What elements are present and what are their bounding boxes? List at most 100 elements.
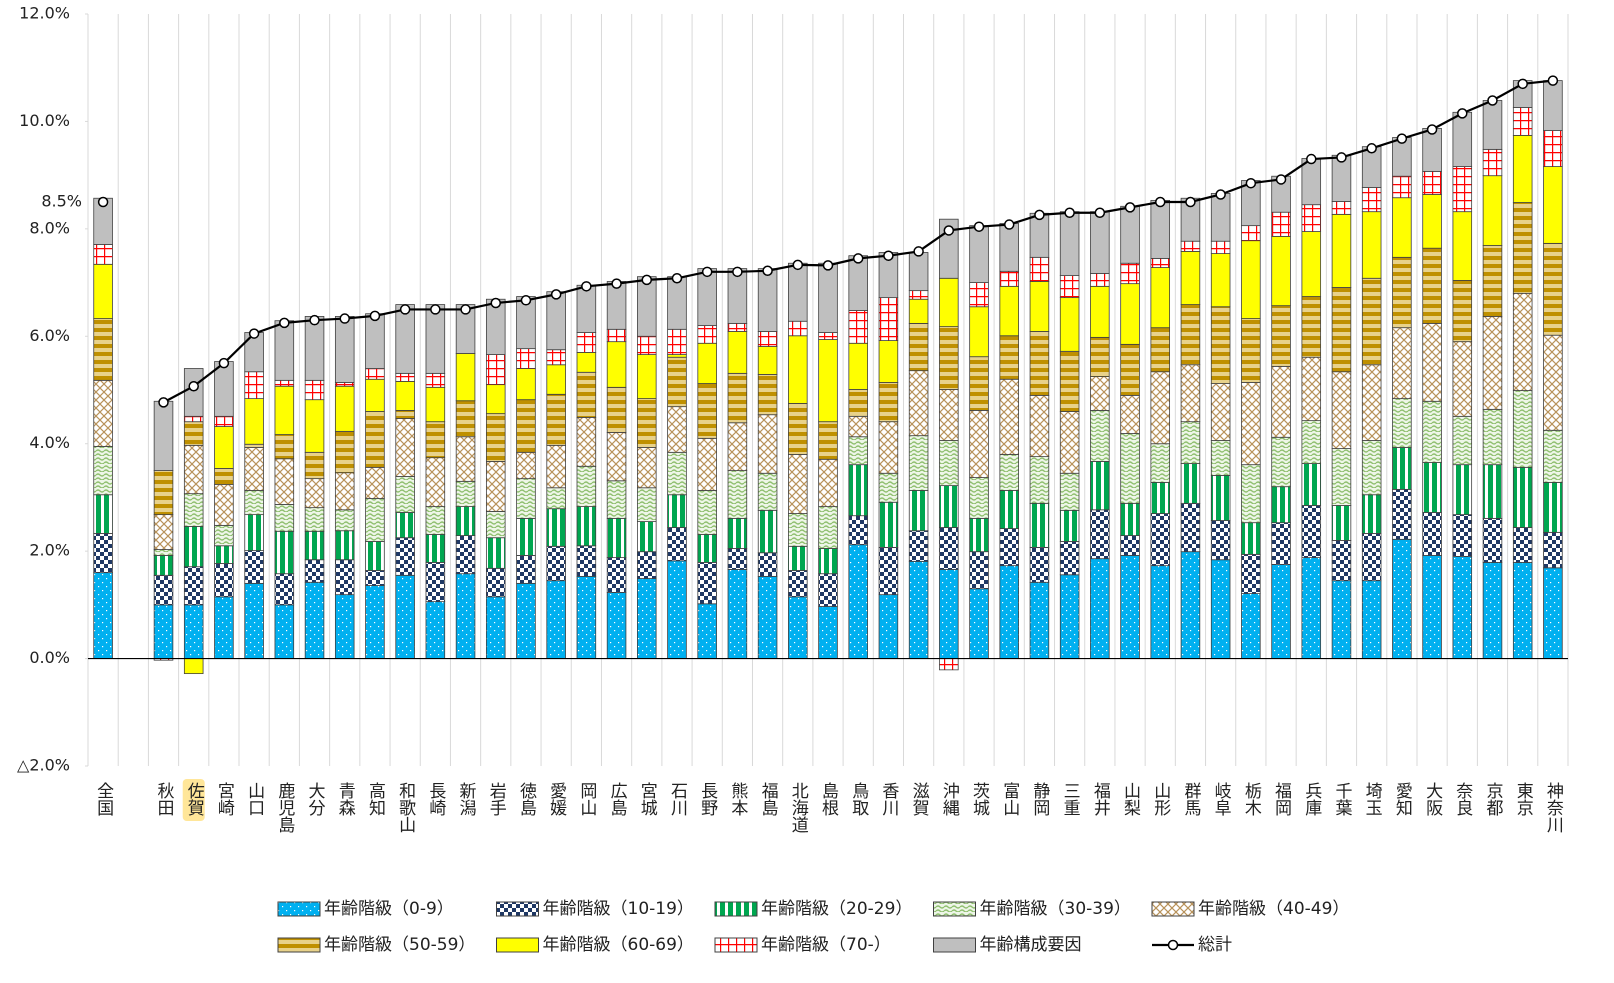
total-marker [1094, 207, 1106, 218]
bar-segment [274, 458, 295, 505]
bar-segment [878, 340, 899, 383]
bar-segment [1090, 509, 1110, 560]
y-tick-label: 0.0% [29, 648, 70, 667]
bar-segment [697, 437, 717, 491]
bar-segment [576, 545, 597, 577]
x-tick-label: 鳥取 [848, 782, 869, 816]
bar-segment [969, 517, 989, 553]
bar-segment [637, 521, 657, 553]
x-tick-label: 和歌山 [395, 782, 416, 833]
bar-segment [304, 478, 325, 509]
bar-segment [1422, 462, 1442, 513]
bar-segment [1482, 562, 1503, 659]
bar-segment [939, 485, 959, 528]
bar-segment [183, 658, 204, 675]
x-tick-label: 栃木 [1241, 782, 1262, 816]
total-marker [732, 266, 743, 278]
bar-segment [183, 493, 204, 527]
bar-segment [1331, 287, 1352, 373]
bar-segment [395, 476, 415, 513]
bar-segment [1120, 535, 1140, 556]
bar-segment [485, 537, 506, 569]
bar-segment [183, 444, 204, 495]
total-marker [762, 265, 773, 277]
bar-segment [93, 263, 113, 319]
total-marker [822, 260, 834, 271]
bar-segment [365, 466, 385, 499]
legend-swatch [933, 901, 976, 917]
bar-segment [908, 490, 929, 532]
bar-segment [637, 354, 657, 399]
x-tick-label: 山梨 [1120, 782, 1141, 816]
bar-segment [93, 244, 113, 265]
bar-segment [908, 252, 929, 292]
bar-segment [1120, 555, 1140, 659]
bar-segment [969, 410, 989, 478]
bar-segment [1452, 111, 1473, 167]
bar-segment [395, 410, 415, 419]
bar-segment [1059, 211, 1080, 276]
bar-segment [1120, 502, 1140, 536]
bar-segment [485, 354, 506, 386]
x-tick-label: 大阪 [1422, 782, 1443, 816]
x-tick-label: 富山 [999, 782, 1019, 816]
bar-segment [757, 472, 778, 511]
bar-segment [455, 353, 476, 402]
bar-segment [334, 594, 355, 659]
bar-segment [1512, 390, 1533, 468]
bar-segment [999, 223, 1019, 272]
x-tick-label: 京都 [1482, 782, 1503, 816]
bar-segment [1241, 522, 1261, 555]
bar-segment [727, 422, 748, 471]
x-tick-label: 島根 [818, 782, 839, 816]
bar-segment [1482, 316, 1503, 410]
bar-segment [1392, 488, 1412, 540]
bar-segment [1120, 343, 1140, 396]
bar-segment [153, 555, 174, 576]
bar-segment [1331, 213, 1352, 288]
total-marker [460, 304, 471, 315]
bar-segment [455, 506, 476, 536]
bar-segment [757, 346, 778, 375]
total-marker [611, 278, 622, 289]
bar-segment [365, 498, 385, 542]
bar-segment [637, 551, 657, 579]
legend-label: 年齢階級（10-19） [543, 899, 694, 919]
bar-segment [1512, 134, 1533, 203]
bar-segment [939, 569, 959, 659]
bar-segment [1210, 193, 1231, 242]
bar-segment [1422, 128, 1442, 172]
total-marker [1124, 202, 1136, 213]
bar-segment [727, 331, 748, 374]
bar-segment [1422, 194, 1442, 249]
bar-segment [365, 541, 385, 571]
bar-segment [969, 282, 989, 308]
bar-segment [908, 435, 929, 491]
bar-segment [1392, 538, 1412, 659]
bar-segment [1090, 336, 1110, 377]
bar-segment [1422, 322, 1442, 402]
bar-segment [425, 304, 446, 374]
bar-segment [1512, 292, 1533, 391]
x-tick-label: 岐阜 [1211, 782, 1232, 816]
legend-swatch [277, 901, 321, 917]
bar-segment [1029, 331, 1050, 396]
bar-segment [606, 557, 627, 593]
bar-segment [999, 270, 1019, 287]
bar-segment [516, 582, 536, 659]
bar-segment [1180, 463, 1201, 504]
bar-segment [485, 461, 506, 512]
x-tick-label: 岡山 [576, 782, 596, 816]
bar-segment [697, 325, 717, 344]
bar-segment [606, 517, 627, 558]
bar-segment [1392, 447, 1412, 490]
bar-segment [1210, 383, 1231, 441]
bar-segment [425, 601, 446, 659]
bar-segment [1271, 305, 1291, 367]
bar-segment [516, 399, 536, 453]
bar-segment [1029, 394, 1050, 458]
x-tick-label: 千葉 [1331, 782, 1352, 816]
x-tick-label: 沖縄 [939, 782, 960, 816]
bar-segment [1029, 581, 1050, 659]
bar-segment [1482, 175, 1503, 246]
